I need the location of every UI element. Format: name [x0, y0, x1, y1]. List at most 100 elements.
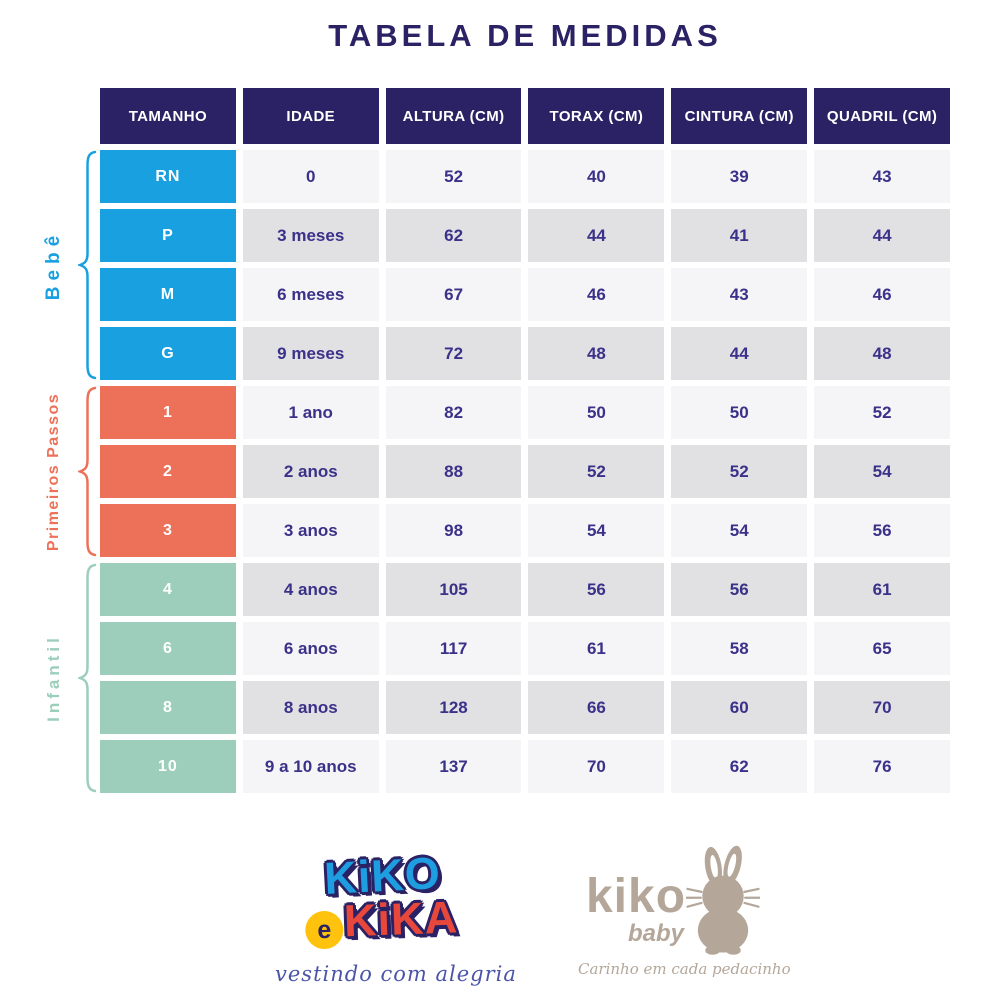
value-cell: 43: [671, 268, 808, 321]
group-label: Primeiros Passos: [34, 386, 74, 557]
value-cell: 44: [528, 209, 665, 262]
value-cell: 58: [671, 622, 808, 675]
kiko-baby-wordmark: kiko: [585, 870, 687, 924]
group-label-text: Bebê: [43, 229, 64, 301]
size-cell: 8: [100, 681, 236, 734]
value-cell: 41: [671, 209, 808, 262]
value-cell: 48: [528, 327, 665, 380]
size-cell: G: [100, 327, 236, 380]
value-cell: 52: [671, 445, 808, 498]
value-cell: 4 anos: [242, 563, 379, 616]
page-title: TABELA DE MEDIDAS: [328, 18, 722, 53]
value-cell: 52: [528, 445, 665, 498]
value-cell: 56: [814, 504, 950, 557]
value-cell: 8 anos: [242, 681, 379, 734]
column-header: CINTURA (CM): [671, 88, 808, 144]
table-row: RN 0 52 40 39 43: [100, 150, 950, 203]
value-cell: 44: [814, 209, 950, 262]
value-cell: 61: [528, 622, 665, 675]
baby-wordmark: baby: [628, 920, 685, 947]
column-header: IDADE: [242, 88, 379, 144]
group-label-text: Infantil: [44, 634, 63, 722]
value-cell: 3 anos: [242, 504, 379, 557]
column-header: ALTURA (CM): [385, 88, 522, 144]
value-cell: 46: [528, 268, 665, 321]
size-cell: 3: [100, 504, 236, 557]
group-label: Infantil: [34, 563, 74, 793]
size-cell: 4: [100, 563, 236, 616]
value-cell: 62: [671, 740, 808, 793]
value-cell: 76: [814, 740, 950, 793]
kika-line: e KiKA: [274, 890, 491, 949]
size-cell: 10: [100, 740, 236, 793]
kiko-baby-row: kiko baby: [578, 844, 768, 956]
value-cell: 82: [385, 386, 522, 439]
kiko-baby-logo: kiko baby: [578, 844, 791, 978]
value-cell: 56: [528, 563, 665, 616]
bunny-icon: [686, 845, 761, 955]
value-cell: 50: [671, 386, 808, 439]
value-cell: 105: [385, 563, 522, 616]
value-cell: 128: [385, 681, 522, 734]
value-cell: 60: [671, 681, 808, 734]
e-badge-icon: e: [306, 912, 342, 948]
value-cell: 39: [671, 150, 808, 203]
value-cell: 52: [385, 150, 522, 203]
size-cell: 1: [100, 386, 236, 439]
value-cell: 65: [814, 622, 950, 675]
value-cell: 56: [671, 563, 808, 616]
kiko-baby-text: kiko baby: [585, 870, 687, 948]
kiko-e-kika-tagline: vestindo com alegria: [275, 962, 517, 986]
value-cell: 40: [528, 150, 665, 203]
kiko-baby-tagline: Carinho em cada pedacinho: [578, 960, 791, 978]
group-label: Bebê: [34, 150, 74, 380]
column-header: TORAX (CM): [528, 88, 665, 144]
size-table: TAMANHO IDADE ALTURA (CM) TORAX (CM) CINTURA…: [100, 88, 950, 793]
column-header: TAMANHO: [100, 88, 236, 144]
value-cell: 70: [814, 681, 950, 734]
size-cell: 6: [100, 622, 236, 675]
value-cell: 137: [385, 740, 522, 793]
size-cell: P: [100, 209, 236, 262]
size-cell: RN: [100, 150, 236, 203]
value-cell: 3 meses: [242, 209, 379, 262]
value-cell: 52: [814, 386, 950, 439]
value-cell: 66: [528, 681, 665, 734]
value-cell: 62: [385, 209, 522, 262]
kika-wordmark: KiKA: [343, 891, 459, 947]
value-cell: 54: [671, 504, 808, 557]
value-cell: 43: [814, 150, 950, 203]
value-cell: 70: [528, 740, 665, 793]
group-label-text: Primeiros Passos: [45, 392, 63, 551]
value-cell: 44: [671, 327, 808, 380]
value-cell: 0: [242, 150, 379, 203]
group-brace-icon: [76, 386, 98, 557]
value-cell: 9 meses: [242, 327, 379, 380]
group-brace-icon: [76, 563, 98, 793]
value-cell: 9 a 10 anos: [242, 740, 379, 793]
size-cell: M: [100, 268, 236, 321]
group-brace-icon: [76, 150, 98, 380]
value-cell: 117: [385, 622, 522, 675]
value-cell: 2 anos: [242, 445, 379, 498]
value-cell: 54: [528, 504, 665, 557]
table-row: 10 9 a 10 anos 137 70 62 76: [100, 740, 950, 793]
value-cell: 88: [385, 445, 522, 498]
value-cell: 54: [814, 445, 950, 498]
value-cell: 1 ano: [242, 386, 379, 439]
kiko-e-kika-logo: KiKO e KiKA vestindo com alegria: [274, 847, 517, 986]
value-cell: 50: [528, 386, 665, 439]
table-header-row: TAMANHO IDADE ALTURA (CM) TORAX (CM) CINTURA…: [100, 88, 950, 144]
value-cell: 6 anos: [242, 622, 379, 675]
table-body: RN 0 52 40 39 43 P 3 meses 62 44 41 44 M 6 meses 67 46 4…: [100, 150, 950, 793]
value-cell: 6 meses: [242, 268, 379, 321]
